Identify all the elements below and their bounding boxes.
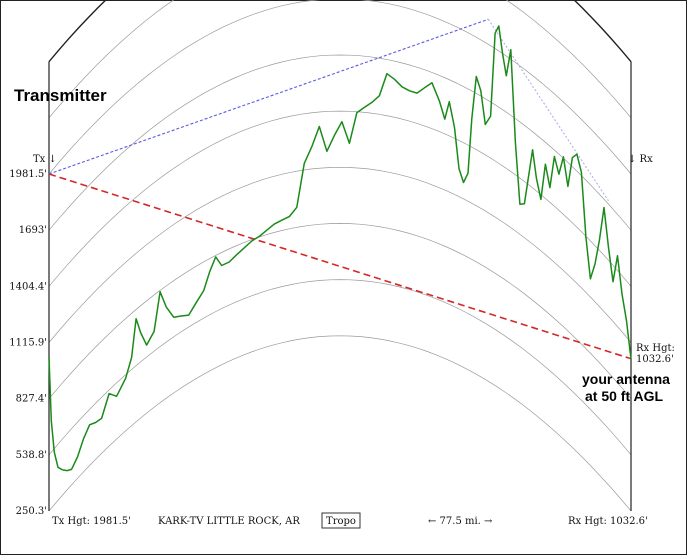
chart-title: Transmitter — [14, 86, 107, 105]
los-segment-1 — [48, 173, 632, 360]
earth-arc — [48, 0, 632, 63]
footer-station-name: KARK-TV LITTLE ROCK, AR — [158, 516, 300, 527]
terrain-line — [48, 25, 632, 472]
antenna-note-line-2: at 50 ft AGL — [585, 388, 663, 404]
earth-curvature-arcs — [48, 0, 632, 512]
footer-tx-height: Tx Hgt: 1981.5' — [52, 516, 131, 527]
y-tick-label: 1404.4' — [9, 281, 47, 292]
height-arc — [48, 279, 632, 456]
tropo-button[interactable] — [321, 512, 361, 529]
los-segment-3 — [487, 18, 609, 202]
height-arc — [48, 110, 632, 287]
los-segment-2 — [48, 18, 489, 175]
tx-marker: Tx ↓ — [33, 154, 57, 165]
height-arc — [48, 335, 632, 512]
y-tick-label: 1115.9' — [9, 338, 47, 349]
footer-rx-height: Rx Hgt: 1032.6' — [568, 516, 648, 527]
antenna-note-line-1: your antenna — [582, 371, 670, 387]
terrain-profile — [48, 25, 632, 472]
side-lines — [48, 61, 632, 511]
footer-distance: ← 77.5 mi. → — [428, 516, 493, 527]
y-tick-label: 538.8' — [16, 450, 47, 461]
tropo-button-label: Tropo — [326, 516, 356, 527]
rx-height-value: 1032.6' — [636, 354, 674, 365]
y-axis-ticks: 1981.5' 1693' 1404.4' 1115.9' 827.4' 538.8' 25… — [9, 169, 47, 517]
y-tick-label: 827.4' — [16, 394, 47, 405]
rx-marker: ↓ Rx — [628, 154, 653, 165]
height-arc — [48, 0, 632, 175]
y-tick-label: 1981.5' — [9, 169, 47, 180]
height-arc — [48, 223, 632, 399]
height-arc — [48, 166, 632, 343]
rx-height-label: Rx Hgt: — [636, 343, 675, 354]
y-tick-label: 1693' — [19, 225, 47, 236]
line-of-sight-paths — [48, 18, 632, 360]
height-arc — [48, 0, 632, 119]
y-tick-label: 250.3' — [16, 506, 47, 517]
height-arc — [48, 54, 632, 231]
